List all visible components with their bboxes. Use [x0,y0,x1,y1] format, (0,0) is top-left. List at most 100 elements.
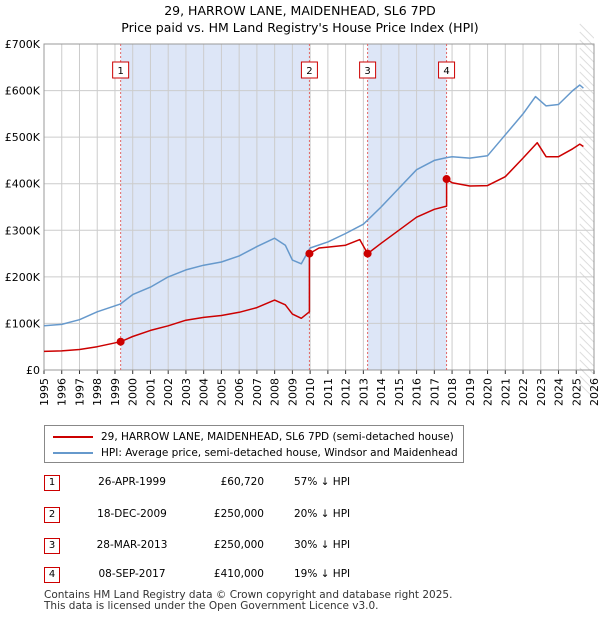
x-tick-label: 2013 [357,378,370,406]
sale-marker-badge: 1 [112,61,130,79]
badge-box [300,61,318,79]
hatch-line [579,103,595,119]
x-tick-label: 1996 [56,378,69,406]
hatch-line [579,39,595,55]
hatch-line [579,151,595,167]
y-tick-label: £400K [5,178,41,191]
y-tick-label: £200K [5,271,41,284]
x-tick-label: 2012 [340,378,353,406]
hatch-line [579,127,595,143]
hatch-line [579,191,595,207]
hatch-line [579,327,595,343]
x-tick-label: 2017 [428,378,441,406]
sale-point [305,249,314,258]
sale-badge: 2 [44,507,60,523]
hatch-line [579,255,595,271]
sale-badge: 3 [44,538,60,554]
sale-point [442,175,451,184]
chart-title: 29, HARROW LANE, MAIDENHEAD, SL6 7PD [164,3,436,18]
hatch-line [579,279,595,295]
legend-label-property: 29, HARROW LANE, MAIDENHEAD, SL6 7PD (se… [101,431,454,443]
sale-badge: 1 [44,475,60,491]
x-tick-label: 2010 [304,378,317,406]
hatch-line [579,343,595,359]
x-tick-label: 2003 [180,378,193,406]
hatch-line [579,119,595,135]
sale-price: £250,000 [213,539,264,551]
legend-swatch-property [53,436,93,438]
badge-label: 2 [306,66,312,77]
x-tick-label: 2007 [251,378,264,406]
axes: £0 £100K £200K £300K £400K £500K £600K £700K 199… [5,38,600,406]
hatch-line [579,295,595,311]
x-tick-label: 2004 [198,378,211,406]
x-tick-label: 2000 [127,378,140,406]
hatch-line [579,359,595,375]
sale-point [363,249,372,258]
x-tick-label: 2008 [269,378,282,406]
chart-subtitle: Price paid vs. HM Land Registry's House … [121,20,479,35]
sale-date: 18-DEC-2009 [97,508,167,520]
hatch-line [579,335,595,351]
property-price-line [43,141,584,353]
y-tick-label: £500K [5,131,41,144]
y-tick-label: £600K [5,85,41,98]
sale-date: 26-APR-1999 [98,476,166,488]
y-tick-label: £300K [5,224,41,237]
sale-hpi-delta: 19% ↓ HPI [294,568,351,580]
x-tick-label: 2025 [570,378,583,406]
hatch-line [579,23,595,39]
footer: Contains HM Land Registry data © Crown c… [44,590,452,612]
hatch-line [579,319,595,335]
badge-label: 4 [443,66,449,77]
sale-hpi-delta: 30% ↓ HPI [294,539,351,551]
hatch-line [579,71,595,87]
x-tick-label: 2020 [482,378,495,406]
footer-copyright: Contains HM Land Registry data © Crown c… [44,589,453,601]
footer-licence: This data is licensed under the Open Gov… [44,600,379,612]
sale-badge: 4 [44,567,60,583]
x-tick-label: 2023 [535,378,548,406]
forecast-hatch [579,23,595,399]
hatch-line [579,207,595,223]
sale-hpi-delta: 20% ↓ HPI [294,508,351,520]
x-tick-label: 2019 [464,378,477,406]
hatch-line [579,159,595,175]
sale-price: £60,720 [220,476,264,488]
sale-date: 08-SEP-2017 [98,568,166,580]
sale-points [116,175,451,346]
x-tick-label: 1997 [73,378,86,406]
hatch-line [579,239,595,255]
x-tick-label: 2002 [162,378,175,406]
x-tick-label: 1998 [91,378,104,406]
badge-label: 3 [364,66,370,77]
y-tick-label: £700K [5,38,41,51]
hatch-line [579,351,595,367]
badge-box [112,61,130,79]
shaded-range [120,44,310,370]
grid [43,43,595,371]
hatch-line [579,175,595,191]
price-chart: £0 £100K £200K £300K £400K £500K £600K £700K 199… [4,23,600,406]
sale-price: £410,000 [213,568,264,580]
x-tick-label: 2009 [286,378,299,406]
hatch-line [579,375,595,391]
sale-badges: 1 2 3 4 [112,61,456,79]
hatch-line [579,55,595,71]
x-tick-label: 2015 [393,378,406,406]
x-tick-label: 2006 [233,378,246,406]
x-tick-label: 1999 [109,378,122,406]
hatch-line [579,263,595,279]
badge-label: 1 [117,66,123,77]
hatch-line [579,63,595,79]
sale-point [116,337,125,346]
x-tick-label: 2005 [215,378,228,406]
hatch-line [579,79,595,95]
hatch-line [579,111,595,127]
x-tick-label: 1995 [38,378,51,406]
legend: 29, HARROW LANE, MAIDENHEAD, SL6 7PD (se… [44,425,464,463]
hatch-line [579,247,595,263]
sale-price: £250,000 [213,508,264,520]
x-tick-label: 2001 [144,378,157,406]
hatch-line [579,383,595,399]
